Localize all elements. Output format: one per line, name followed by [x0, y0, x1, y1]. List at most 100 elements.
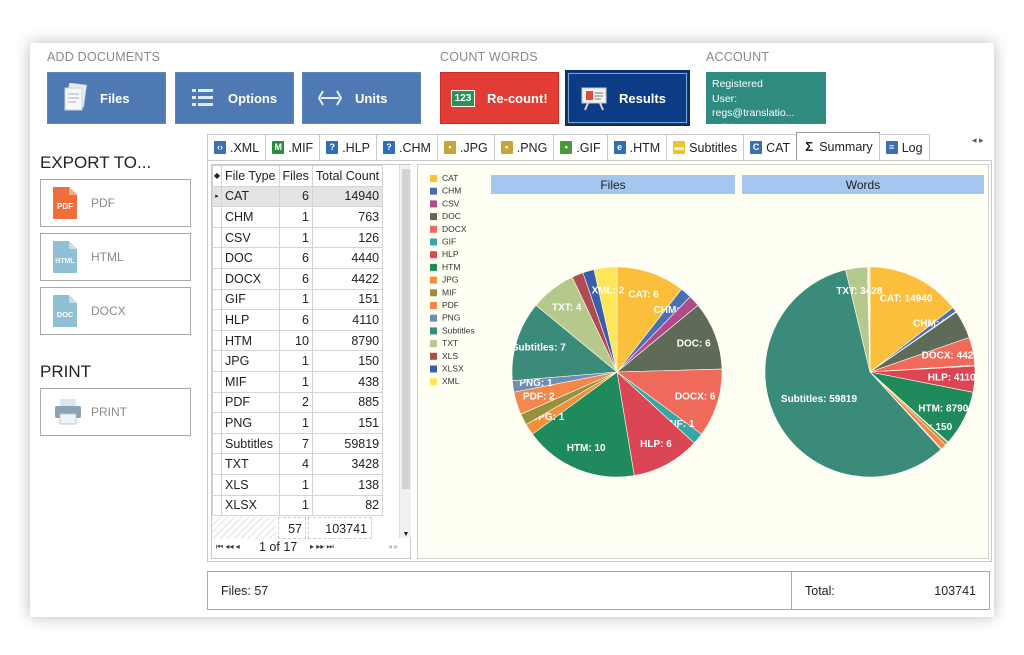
- footer-files-total: 57: [278, 517, 306, 539]
- pie-data-label: DOC: 6: [677, 338, 711, 349]
- options-button[interactable]: Options: [175, 72, 294, 124]
- table-row[interactable]: DOCX 6 4422: [212, 267, 384, 290]
- summary-tab-icon: Σ: [805, 139, 814, 154]
- row-selector[interactable]: [212, 267, 222, 290]
- tab-hlp[interactable]: ? .HLP: [319, 134, 377, 160]
- row-selector[interactable]: [212, 473, 222, 496]
- table-row[interactable]: CHM 1 763: [212, 206, 384, 228]
- units-button-label: Units: [355, 90, 388, 106]
- table-row[interactable]: TXT 4 3428: [212, 453, 384, 475]
- row-selector[interactable]: [212, 329, 222, 352]
- pager-next-last-icons[interactable]: ▸ ▸▸ ⏭: [310, 542, 334, 551]
- status-total-label: Total:: [805, 583, 835, 598]
- export-html-button[interactable]: HTML HTML: [40, 233, 191, 281]
- table-row[interactable]: PDF 2 885: [212, 391, 384, 414]
- row-selector[interactable]: [212, 453, 222, 475]
- pie-charts: CAT CHM CSV DOC DOCX GIF HLP HTM JPG MIF PDF PNG Sub…: [430, 173, 984, 478]
- cell-files: 6: [278, 247, 313, 269]
- tab-scroll-arrows[interactable]: ◂ ▸: [972, 135, 984, 145]
- pager-nav-arrows[interactable]: ◂ ▸: [388, 542, 399, 551]
- row-selector[interactable]: [212, 370, 222, 393]
- row-selector-header[interactable]: ◆: [212, 165, 222, 187]
- row-selector[interactable]: [212, 288, 222, 311]
- table-row[interactable]: XLS 1 138: [212, 473, 384, 496]
- header-file-type[interactable]: File Type: [221, 165, 280, 187]
- legend-label: HTM: [442, 262, 460, 272]
- table-row[interactable]: MIF 1 438: [212, 370, 384, 393]
- tab-summary[interactable]: Σ Summary: [796, 132, 880, 160]
- cell-file-type: HTM: [221, 329, 280, 352]
- table-row[interactable]: CSV 1 126: [212, 226, 384, 249]
- tab-jpg[interactable]: ▪ .JPG: [436, 134, 495, 160]
- legend-swatch: [430, 352, 437, 360]
- status-total: Total: 103741: [791, 571, 990, 610]
- tab-chm[interactable]: ? .CHM: [375, 134, 438, 160]
- header-total-count[interactable]: Total Count: [311, 165, 384, 187]
- tab-htm[interactable]: e .HTM: [606, 134, 668, 160]
- summary-charts-panel: CAT CHM CSV DOC DOCX GIF HLP HTM JPG MIF PDF PNG Sub…: [417, 164, 989, 559]
- table-row[interactable]: HTM 10 8790: [212, 329, 384, 352]
- tab-log[interactable]: ≡ Log: [878, 134, 930, 160]
- cell-file-type: CHM: [221, 206, 280, 228]
- tab-label: .GIF: [576, 140, 601, 155]
- cell-files: 1: [278, 288, 313, 311]
- export-pdf-button[interactable]: PDF PDF: [40, 179, 191, 227]
- row-selector[interactable]: [212, 494, 222, 517]
- table-row[interactable]: PNG 1 151: [212, 412, 384, 434]
- pie-slice-doc: [616, 304, 723, 373]
- results-button[interactable]: Results: [565, 70, 690, 126]
- row-selector[interactable]: [212, 412, 222, 434]
- grid-scrollbar[interactable]: ▼: [399, 165, 411, 538]
- row-selector[interactable]: [212, 432, 222, 455]
- row-selector[interactable]: ▸: [212, 185, 222, 208]
- legend-swatch: [430, 187, 437, 195]
- cell-total-count: 150: [311, 350, 384, 372]
- row-selector[interactable]: [212, 247, 222, 269]
- pie-data-label: CHM: 763: [913, 318, 959, 329]
- tab-subtitles[interactable]: ▬ Subtitles: [666, 134, 745, 160]
- grid-scrollbar-thumb[interactable]: [402, 169, 410, 489]
- files-button[interactable]: Files: [47, 72, 166, 124]
- pie-data-label: CHM: 1: [654, 305, 689, 316]
- row-selector[interactable]: [212, 226, 222, 249]
- row-selector[interactable]: [212, 391, 222, 414]
- tab-mif[interactable]: M .MIF: [265, 134, 321, 160]
- tab-cat[interactable]: C CAT: [743, 134, 798, 160]
- row-selector[interactable]: [212, 350, 222, 372]
- chart-title: Words: [846, 178, 880, 192]
- cell-files: 6: [278, 185, 313, 208]
- table-row[interactable]: HLP 6 4110: [212, 309, 384, 331]
- table-row[interactable]: GIF 1 151: [212, 288, 384, 311]
- tab-gif[interactable]: ▪ .GIF: [553, 134, 608, 160]
- table-row[interactable]: ▸ CAT 6 14940: [212, 185, 384, 208]
- account-label: ACCOUNT: [706, 50, 770, 64]
- account-info[interactable]: Registered User: regs@translatio... Edit…: [706, 72, 826, 134]
- tab-png[interactable]: ▪ .PNG: [493, 134, 555, 160]
- pie-data-label: PNG: 1: [519, 378, 553, 389]
- table-row[interactable]: XLSX 1 82: [212, 494, 384, 517]
- export-docx-button[interactable]: DOC DOCX: [40, 287, 191, 335]
- svg-text:DOC: DOC: [57, 310, 74, 319]
- pie-data-label: CAT: 14940: [880, 293, 933, 304]
- legend-swatch: [430, 276, 437, 284]
- row-selector[interactable]: [212, 206, 222, 228]
- cell-file-type: JPG: [221, 350, 280, 372]
- pager-first-prev-icons[interactable]: ⏮ ◂◂ ◂: [216, 542, 240, 551]
- account-edition: Edition: Enterprise: [712, 121, 798, 134]
- legend-label: MIF: [442, 287, 457, 297]
- table-row[interactable]: Subtitles 7 59819: [212, 432, 384, 455]
- table-row[interactable]: DOC 6 4440: [212, 247, 384, 269]
- row-selector[interactable]: [212, 309, 222, 331]
- mif-tab-icon: M: [272, 141, 285, 154]
- table-row[interactable]: JPG 1 150: [212, 350, 384, 372]
- header-files[interactable]: Files: [278, 165, 313, 187]
- recount-button[interactable]: 123 Re-count!: [440, 72, 559, 124]
- scroll-down-icon[interactable]: ▼: [402, 531, 410, 538]
- units-button[interactable]: Units: [302, 72, 421, 124]
- legend-swatch: [430, 225, 437, 233]
- tab-xml[interactable]: ‹› .XML: [207, 134, 267, 160]
- print-button[interactable]: PRINT: [40, 388, 191, 436]
- pie-data-label: Subtitles: 59819: [781, 394, 858, 405]
- svg-text:HTML: HTML: [55, 258, 75, 265]
- recount-button-label: Re-count!: [487, 90, 548, 106]
